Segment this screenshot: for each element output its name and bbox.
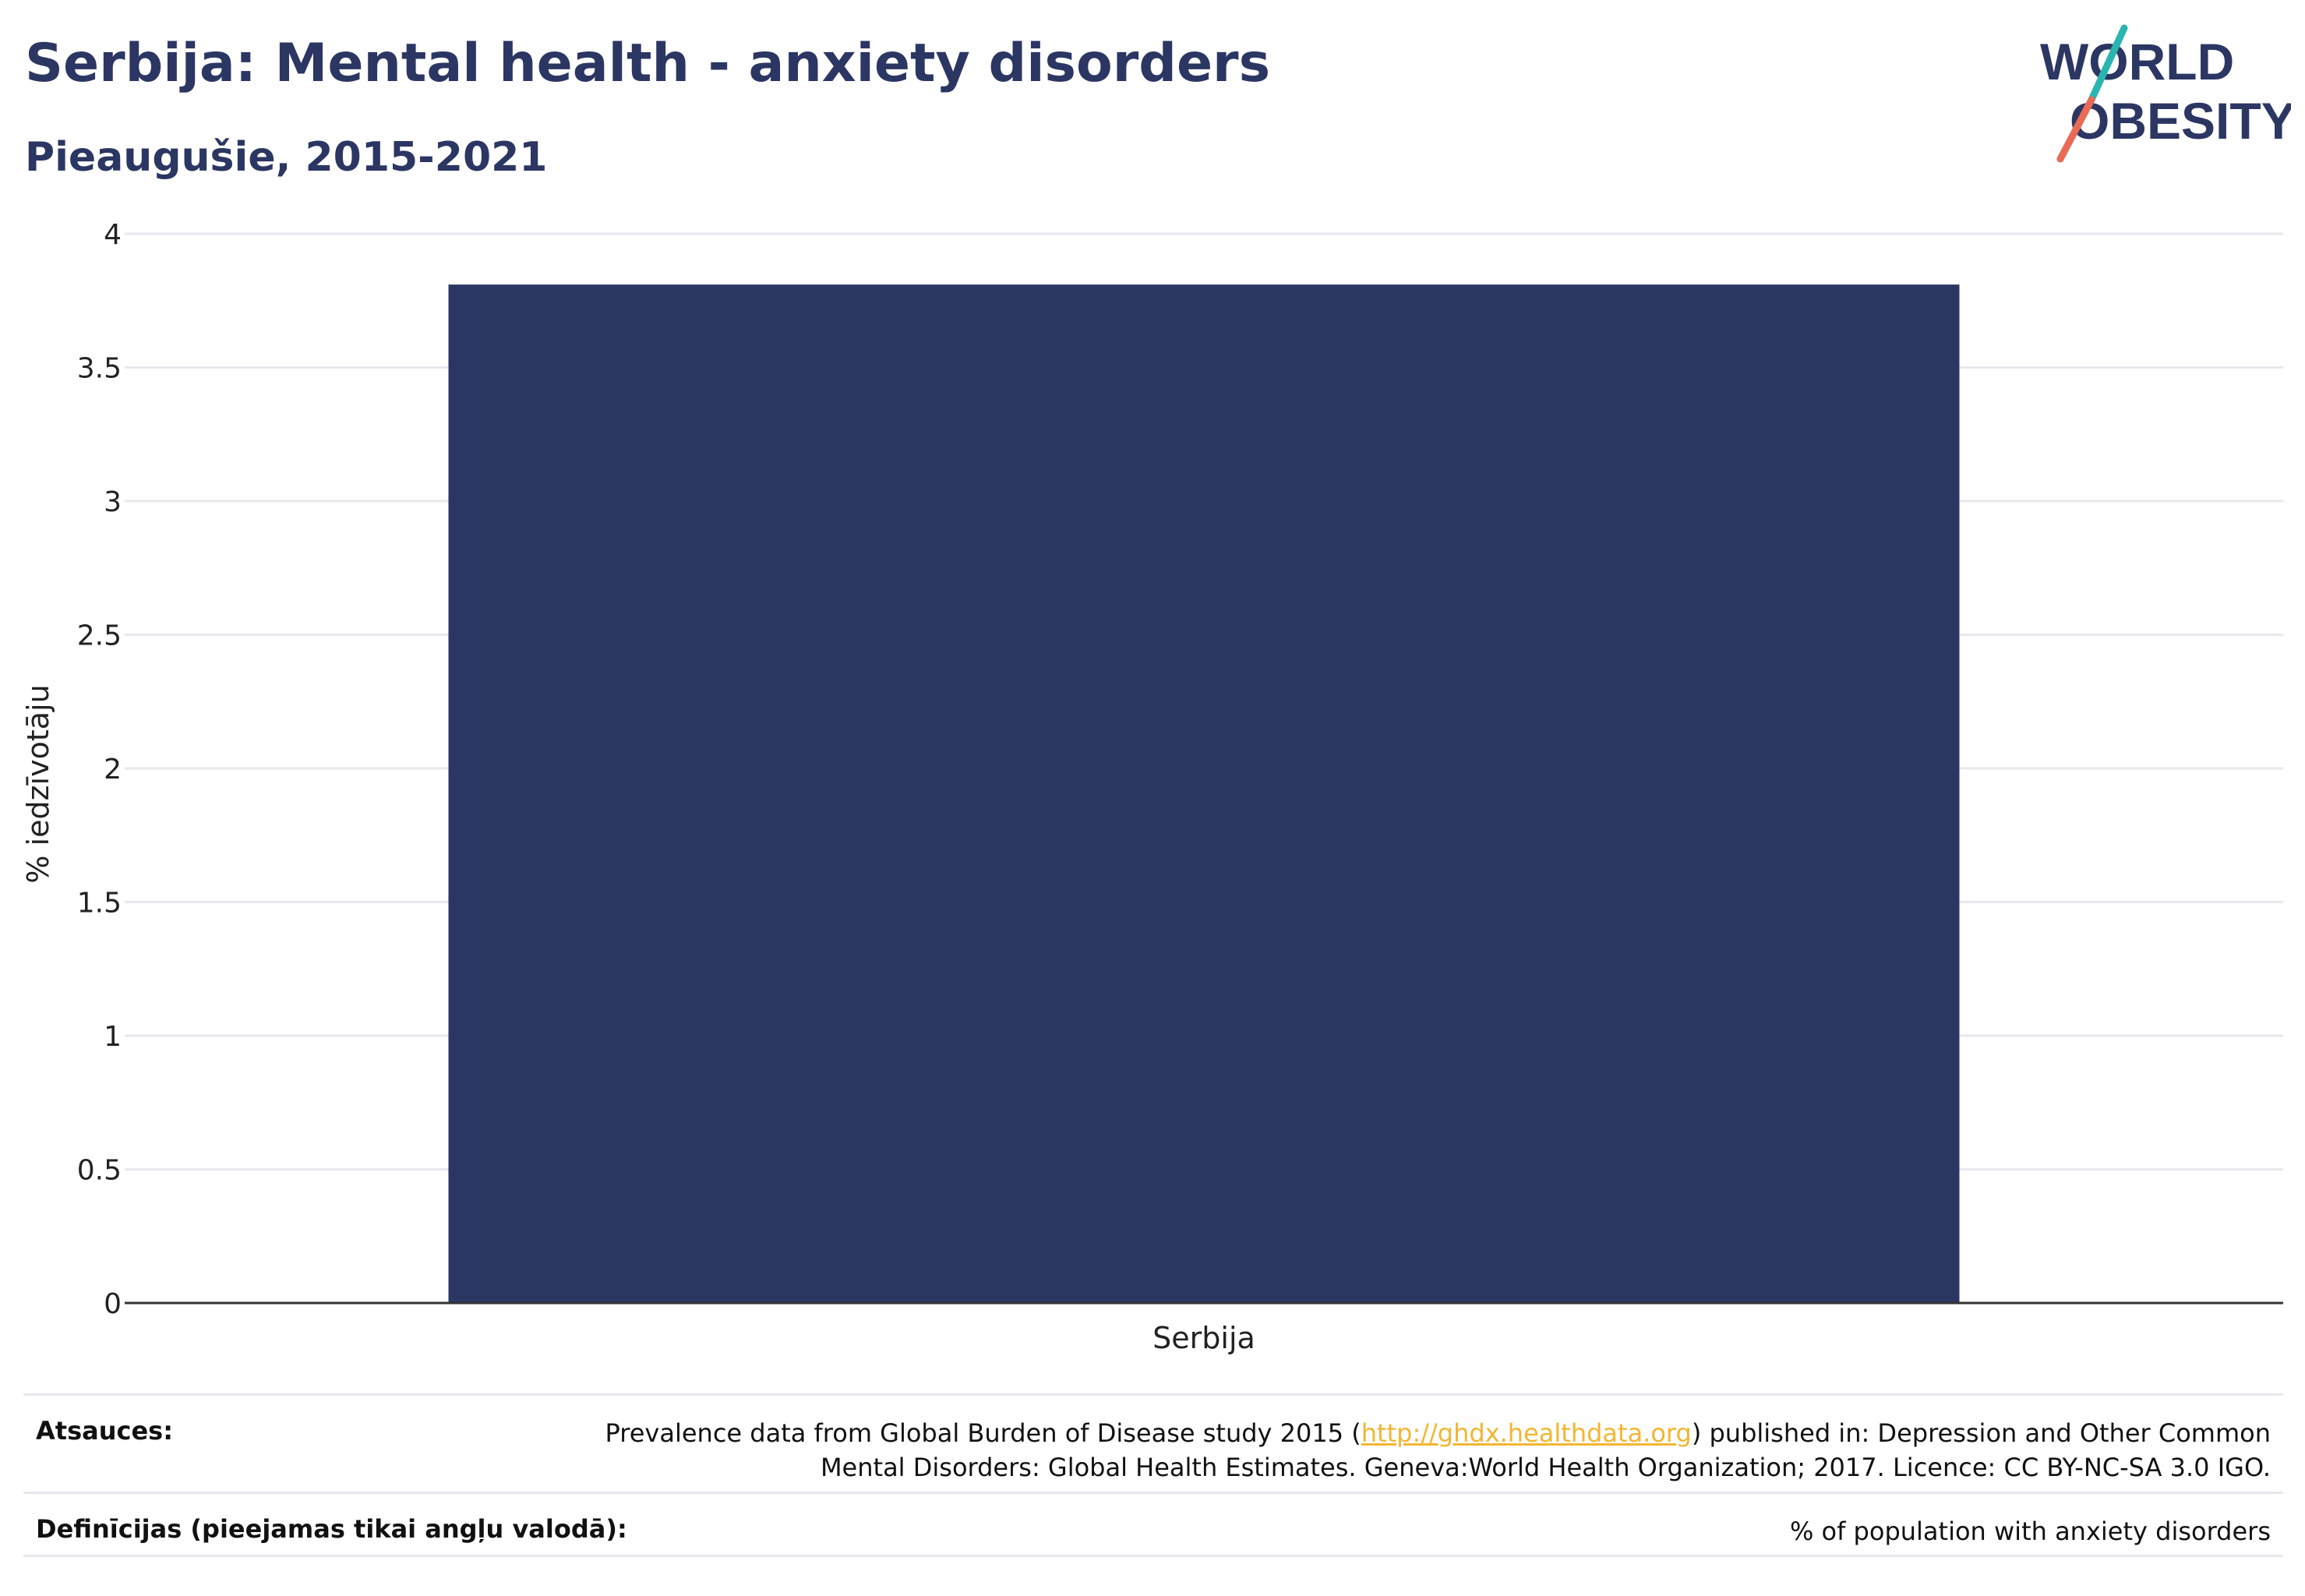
y-tick-label: 3 xyxy=(104,486,122,518)
definitions-label: Definīcijas (pieejamas tikai angļu valod… xyxy=(36,1514,627,1544)
y-tick-label: 2 xyxy=(104,754,122,786)
y-tick-label: 2.5 xyxy=(77,620,122,652)
bar-serbija[interactable] xyxy=(448,284,1960,1303)
definitions-text: % of population with anxiety disorders xyxy=(1789,1517,2271,1546)
y-tick-label: 1.5 xyxy=(77,888,122,920)
chart-footer: Atsauces: Prevalence data from Global Bu… xyxy=(23,1393,2283,1557)
bar-chart: 0 0.5 1 1.5 2 2.5 3 3.5 4 Serbija % iedzīvotāju xyxy=(21,219,2283,1355)
y-tick-label: 3.5 xyxy=(77,353,122,385)
y-axis-label: % iedzīvotāju xyxy=(21,684,55,883)
bars xyxy=(448,284,1960,1303)
y-tick-label: 1 xyxy=(104,1021,122,1053)
sources-text: Prevalence data from Global Burden of Di… xyxy=(605,1416,2271,1485)
world-obesity-logo: WORLD OBESITY xyxy=(2040,24,2291,163)
logo-word-obesity: OBESITY xyxy=(2070,92,2291,150)
sources-text-before: Prevalence data from Global Burden of Di… xyxy=(605,1418,1361,1448)
sources-line-2: Mental Disorders: Global Health Estimate… xyxy=(820,1453,2271,1482)
x-axis-ticks: Serbija xyxy=(1152,1321,1255,1355)
sources-row: Atsauces: Prevalence data from Global Bu… xyxy=(23,1393,2283,1492)
logo-slash-bottom xyxy=(2056,96,2095,163)
y-tick-label: 0.5 xyxy=(77,1155,122,1187)
sources-label: Atsauces: xyxy=(36,1416,173,1446)
sources-text-after: ) published in: Depression and Other Com… xyxy=(1691,1418,2271,1448)
x-tick-label: Serbija xyxy=(1152,1321,1255,1355)
y-tick-label: 0 xyxy=(104,1288,122,1320)
sources-link[interactable]: http://ghdx.healthdata.org xyxy=(1361,1418,1692,1448)
y-axis-ticks: 0 0.5 1 1.5 2 2.5 3 3.5 4 xyxy=(77,219,122,1320)
sources-line-1: Prevalence data from Global Burden of Di… xyxy=(605,1416,2271,1450)
y-tick-label: 4 xyxy=(104,219,122,251)
definitions-row: Definīcijas (pieejamas tikai angļu valod… xyxy=(23,1492,2283,1557)
logo-word-world: WORLD xyxy=(2040,33,2234,90)
chart-title: Serbija: Mental health - anxiety disorde… xyxy=(25,33,1271,94)
logo-slash-top xyxy=(2088,24,2128,104)
chart-subtitle: Pieaugušie, 2015-2021 xyxy=(25,134,548,181)
